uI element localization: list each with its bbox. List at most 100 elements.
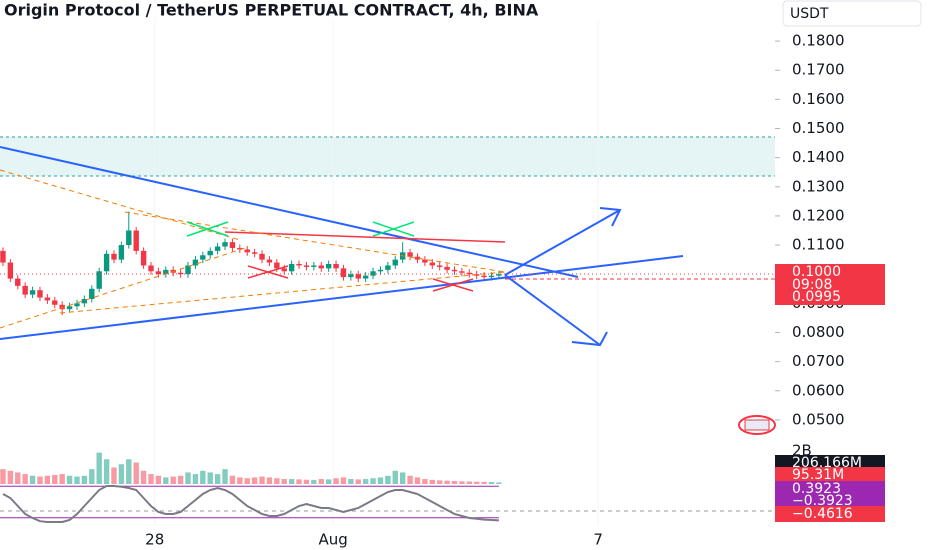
candle-body [333, 264, 339, 269]
title: Origin Protocol / TetherUS PERPETUAL CON… [4, 1, 539, 20]
candle-body [192, 259, 199, 266]
volume-bar [281, 479, 287, 484]
candle-body [126, 230, 132, 246]
volume-bar [22, 474, 28, 484]
dashed-line [0, 169, 241, 241]
volume-bar [348, 479, 354, 484]
volume-bar [207, 472, 213, 484]
volume-bar [103, 459, 110, 484]
candle-body [96, 271, 102, 289]
volume-bar [81, 475, 88, 484]
candle-body [348, 274, 354, 278]
volume-bar [303, 479, 310, 484]
candle-body [392, 259, 398, 266]
x-mark [247, 265, 289, 279]
candle-body [7, 262, 14, 279]
candle-body [288, 264, 295, 272]
volume-bar [385, 475, 391, 484]
volume-bar [466, 481, 472, 484]
logo [738, 415, 776, 435]
volume-bar [118, 464, 125, 484]
volume-bar [140, 470, 147, 484]
volume-bar [148, 474, 154, 484]
badge-bg [775, 289, 885, 305]
y-tick-label: 0.0600 [792, 381, 845, 399]
drawings [0, 146, 775, 347]
badge-bg [775, 506, 885, 522]
volume-bar [362, 479, 369, 484]
candle-body [177, 272, 184, 275]
x-tick-label: 7 [593, 531, 603, 549]
volume-bar [266, 477, 273, 484]
title-bg [0, 0, 775, 22]
candle-body [155, 271, 162, 275]
candle-body [214, 246, 221, 251]
volume-bar [429, 479, 435, 484]
volume-bar [44, 475, 51, 484]
volume-bar [407, 475, 413, 484]
volume-bar [392, 470, 398, 484]
candle-body [429, 262, 435, 266]
arrow [504, 274, 608, 347]
currency-button[interactable] [782, 0, 922, 27]
trend-line [224, 231, 506, 243]
candle-body [140, 250, 147, 266]
candle-body [200, 255, 206, 260]
badge-bg [775, 493, 885, 509]
volume-bar [15, 472, 21, 484]
candle-body [44, 297, 51, 301]
candle-body [436, 265, 443, 267]
volume-bar [7, 470, 14, 484]
badge: −0.4616 [792, 506, 853, 522]
currency[interactable]: USDT [790, 6, 829, 22]
candle-body [118, 245, 125, 260]
oscillator-line [2, 485, 499, 523]
candle-body [340, 268, 347, 278]
arrow [504, 207, 622, 276]
candle-body [422, 259, 428, 263]
volume-bar [214, 474, 221, 484]
y-tick-label: 0.1200 [792, 206, 845, 224]
volume-bar [52, 474, 58, 484]
volume-bar [163, 477, 169, 484]
background-layer [0, 0, 775, 525]
candle-body [103, 253, 110, 272]
candle-body [207, 250, 213, 256]
candle-body [281, 268, 287, 272]
candle-body [296, 264, 302, 266]
candle-body [362, 275, 369, 279]
candle-body [251, 252, 258, 254]
volume-bar [37, 476, 43, 484]
y-tick-label: 0.1600 [792, 90, 845, 108]
candle-body [22, 285, 28, 295]
y-tick-label: 0.0700 [792, 352, 845, 370]
volume-bar [29, 475, 36, 484]
y-tick-label: 0.1100 [792, 236, 845, 254]
volume-bar [451, 481, 458, 484]
volume-bar [399, 472, 406, 484]
trend-line [0, 146, 579, 278]
volume-bar [340, 477, 347, 484]
candle-body [52, 300, 58, 305]
candle-body [303, 265, 310, 267]
volume-bar [237, 477, 243, 484]
badge: −0.3923 [792, 493, 853, 509]
candle-body [222, 242, 228, 247]
volume-bar [459, 481, 465, 484]
y-tick-label: 0.0800 [792, 323, 845, 341]
volume-bar [488, 482, 495, 484]
candle-body [311, 265, 317, 267]
candle-body [451, 269, 458, 272]
volume-bar [222, 469, 228, 484]
badge: 95.31M [792, 467, 844, 483]
y-tick-label: 0.1300 [792, 177, 845, 195]
volume-bar [251, 477, 258, 484]
x-tick-label: 28 [145, 531, 164, 549]
volume-bar [96, 452, 102, 484]
candle-body [385, 265, 391, 270]
candle-body [15, 278, 21, 286]
volume-bar [274, 478, 280, 484]
volume-bar [74, 476, 80, 484]
y-tick-label: 0.0500 [792, 410, 845, 428]
